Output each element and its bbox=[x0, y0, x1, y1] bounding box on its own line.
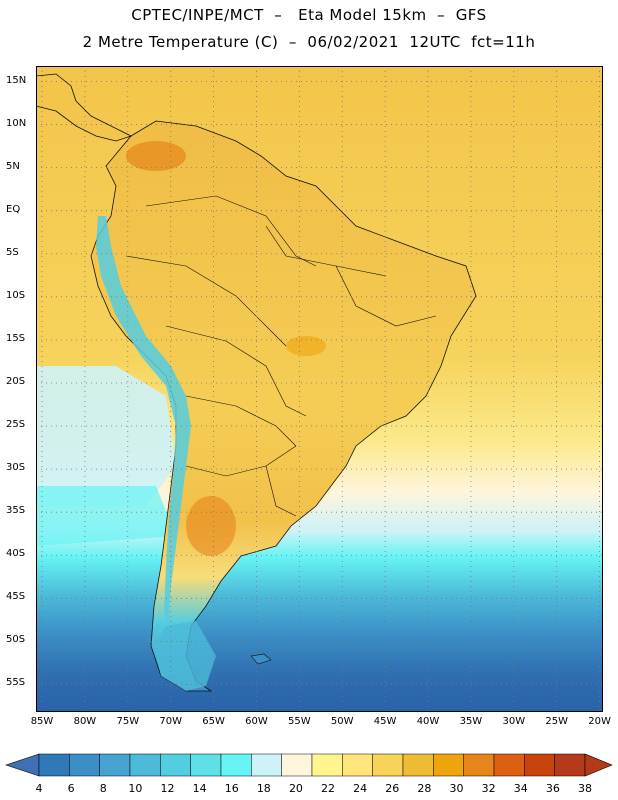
latitude-label: 5S bbox=[6, 246, 19, 258]
colorbar-swatch bbox=[160, 753, 191, 777]
latitude-label: 25S bbox=[6, 419, 26, 431]
longitude-label: 55W bbox=[288, 716, 311, 727]
warm-spot-north bbox=[126, 141, 186, 171]
longitude-label: 35W bbox=[459, 716, 483, 727]
colorbar-tick-label: 38 bbox=[578, 782, 592, 795]
colorbar-left-arrow bbox=[5, 753, 40, 777]
colorbar-tick-label: 24 bbox=[353, 782, 368, 795]
colorbar-tick-label: 30 bbox=[449, 782, 464, 795]
colorbar-swatch bbox=[99, 753, 131, 777]
colorbar-swatch bbox=[190, 753, 222, 777]
latitude-label: 10N bbox=[6, 117, 27, 129]
latitude-label: 30S bbox=[6, 462, 26, 474]
latitude-label: 20S bbox=[6, 375, 26, 387]
colorbar-swatch bbox=[433, 753, 464, 777]
latitude-label: EQ bbox=[6, 203, 21, 215]
latitude-label: 35S bbox=[6, 505, 26, 517]
title-line-2: 2 Metre Temperature (C) – 06/02/2021 12U… bbox=[82, 33, 536, 51]
pacific-cool-zone bbox=[36, 366, 176, 506]
longitude-label: 50W bbox=[330, 716, 354, 727]
colorbar-tick-label: 22 bbox=[321, 782, 336, 795]
colorbar-tick-label: 4 bbox=[35, 782, 43, 795]
colorbar-swatch bbox=[372, 753, 404, 777]
latitude-label: 5N bbox=[6, 160, 20, 172]
colorbar bbox=[5, 753, 613, 777]
longitude-label: 80W bbox=[73, 716, 97, 727]
colorbar-swatch bbox=[220, 753, 252, 777]
colorbar-tick-label: 18 bbox=[256, 782, 271, 795]
latitude-label: 15N bbox=[6, 74, 27, 86]
latitude-label: 40S bbox=[6, 548, 26, 560]
longitude-label: 65W bbox=[202, 716, 225, 727]
colorbar-swatch bbox=[493, 753, 525, 777]
colorbar-tick-label: 26 bbox=[385, 782, 400, 795]
colorbar-tick-label: 16 bbox=[224, 782, 239, 795]
latitude-label: 50S bbox=[6, 634, 26, 646]
longitude-label: 30W bbox=[502, 716, 526, 727]
title-line-1: CPTEC/INPE/MCT – Eta Model 15km – GFS bbox=[131, 6, 487, 24]
colorbar-swatch bbox=[463, 753, 495, 777]
warm-spot-central bbox=[286, 336, 326, 356]
longitude-label: 70W bbox=[159, 716, 182, 727]
colorbar-tick-label: 28 bbox=[417, 782, 432, 795]
longitude-label: 25W bbox=[545, 716, 568, 727]
longitude-label: 75W bbox=[116, 716, 140, 727]
colorbar-tick-label: 10 bbox=[128, 782, 143, 795]
latitude-label: 55S bbox=[6, 677, 26, 689]
colorbar-swatch bbox=[281, 753, 313, 777]
warm-spot-south bbox=[186, 496, 236, 556]
latitude-label: 10S bbox=[6, 289, 26, 301]
colorbar-tick-label: 32 bbox=[481, 782, 496, 795]
colorbar-swatch bbox=[311, 753, 343, 777]
andes-cold-ridge bbox=[96, 216, 191, 626]
colorbar-tick-label: 8 bbox=[99, 782, 107, 795]
country-borders bbox=[125, 195, 437, 517]
central-america bbox=[36, 73, 133, 142]
temperature-map bbox=[36, 66, 603, 712]
colorbar-swatch bbox=[251, 753, 282, 777]
map-canvas bbox=[36, 66, 603, 712]
patagonia-cool-zone bbox=[154, 621, 216, 691]
longitude-label: 40W bbox=[416, 716, 440, 727]
colorbar-swatch bbox=[129, 753, 161, 777]
longitude-label: 60W bbox=[245, 716, 268, 727]
colorbar-swatch bbox=[69, 753, 100, 777]
longitude-label: 45W bbox=[373, 716, 397, 727]
colorbar-tick-label: 6 bbox=[67, 782, 75, 795]
colorbar-swatch bbox=[402, 753, 434, 777]
longitude-label: 85W bbox=[30, 716, 54, 727]
colorbar-tick-label: 14 bbox=[192, 782, 207, 795]
pacific-cold-zone bbox=[36, 486, 176, 546]
colorbar-right-arrow bbox=[584, 753, 613, 777]
colorbar-tick-label: 20 bbox=[288, 782, 303, 795]
longitude-label: 20W bbox=[588, 716, 611, 727]
colorbar-swatch bbox=[342, 753, 373, 777]
map-frame bbox=[36, 66, 603, 712]
latitude-label: 15S bbox=[6, 332, 26, 344]
falkland-islands bbox=[250, 653, 272, 665]
colorbar-tick-label: 12 bbox=[160, 782, 175, 795]
latitude-label: 45S bbox=[6, 591, 26, 603]
colorbar-tick-label: 36 bbox=[545, 782, 560, 795]
colorbar-swatch bbox=[38, 753, 70, 777]
colorbar-tick-label: 34 bbox=[513, 782, 528, 795]
colorbar-swatch bbox=[524, 753, 555, 777]
colorbar-swatch bbox=[554, 753, 586, 777]
